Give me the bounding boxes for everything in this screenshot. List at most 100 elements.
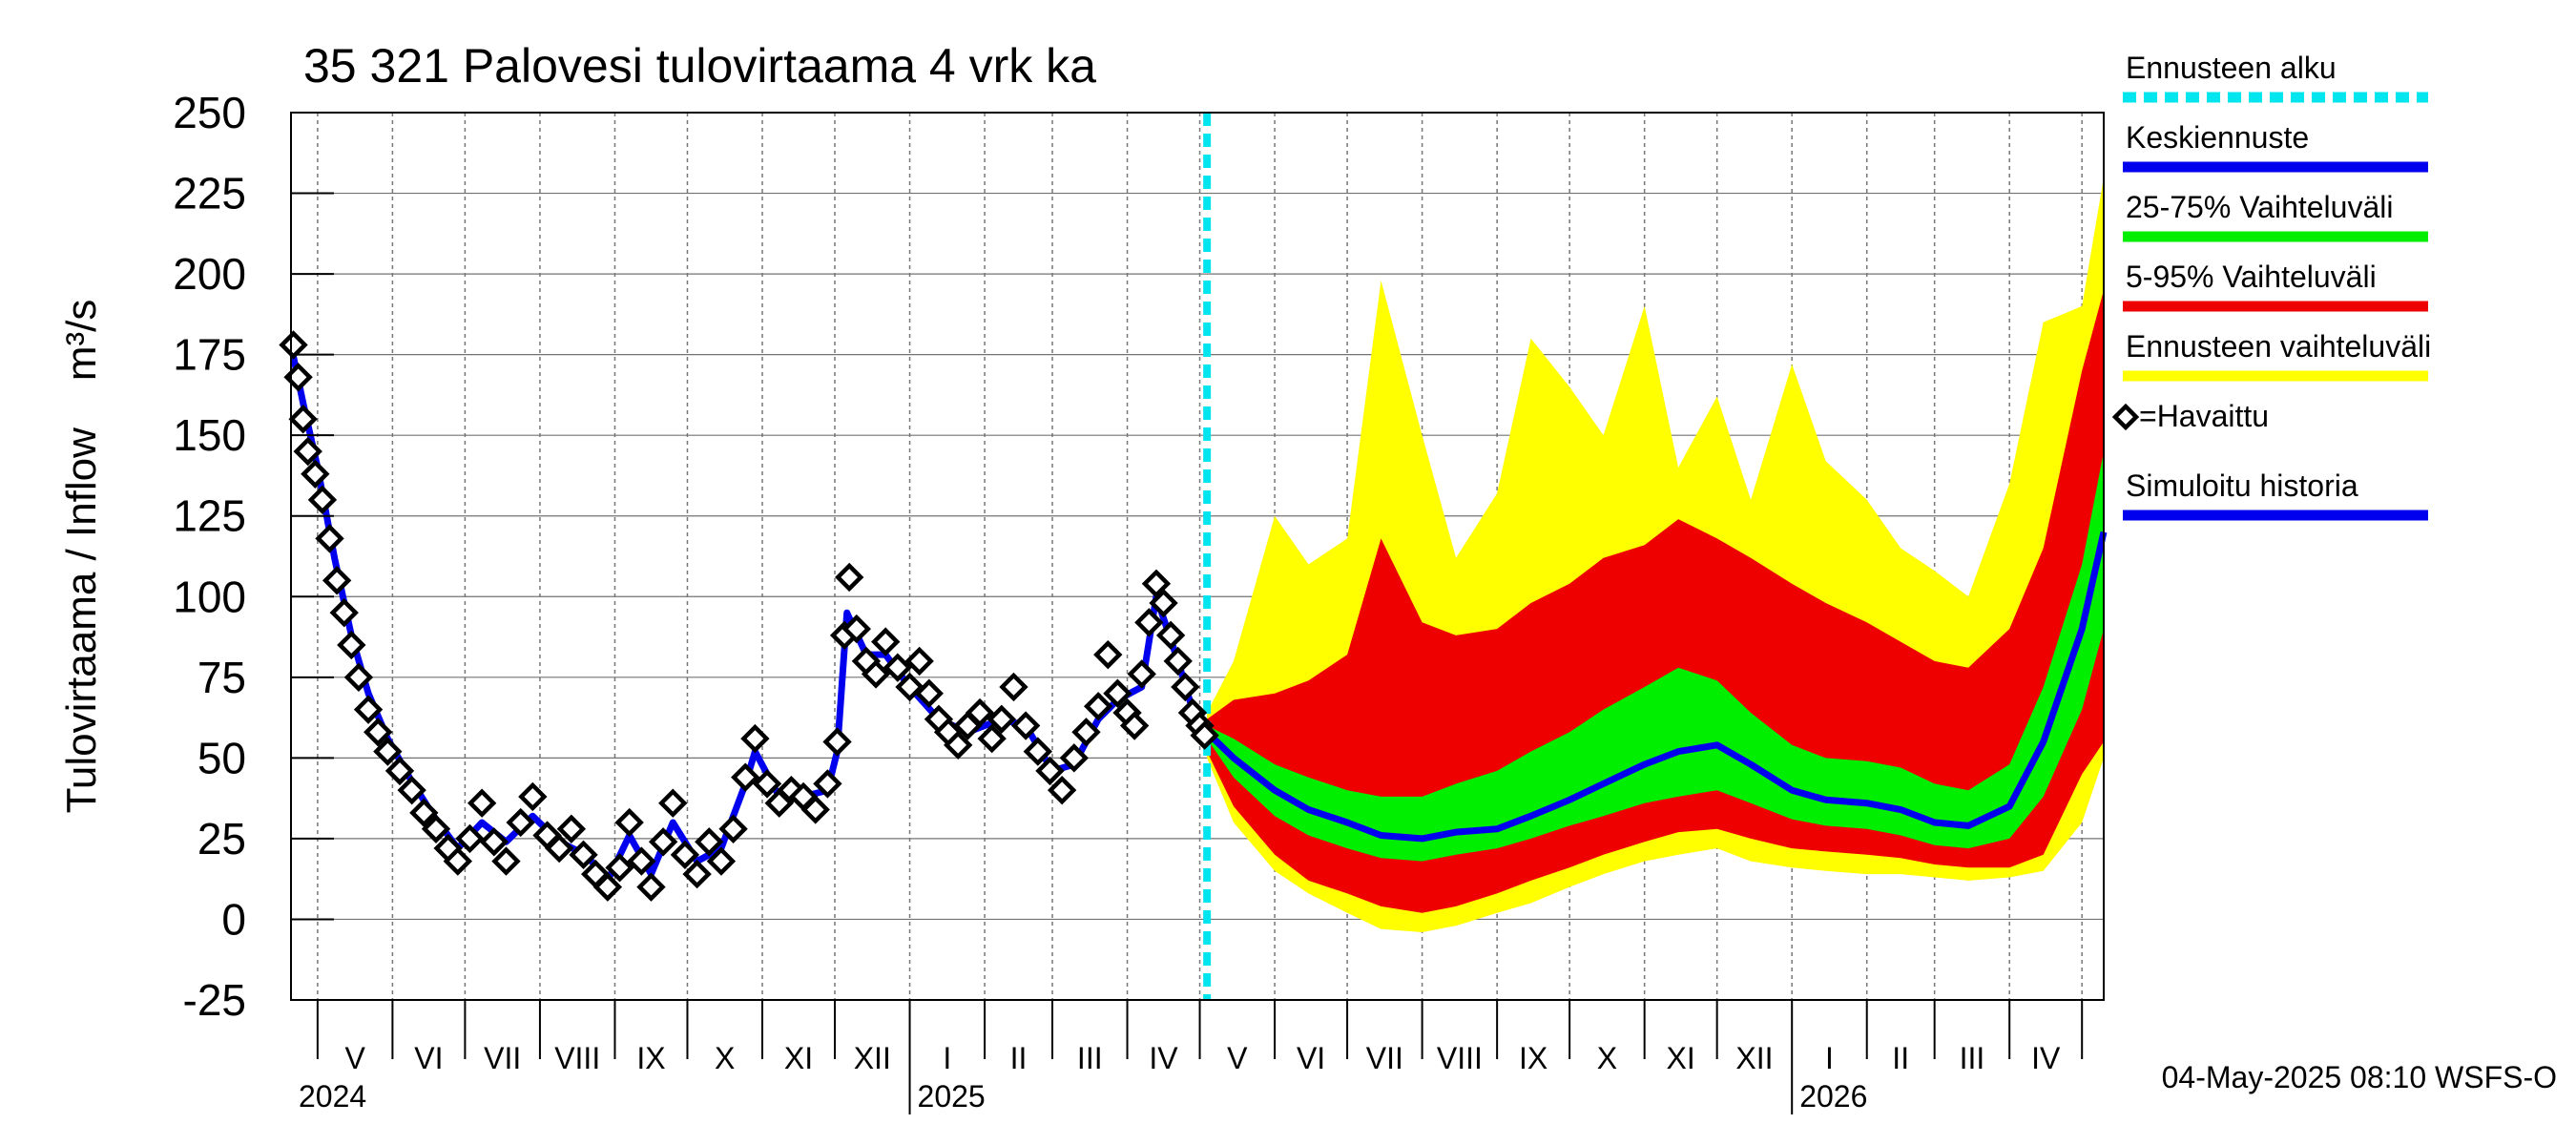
observed-markers [279, 330, 1219, 902]
year-label: 2024 [299, 1079, 366, 1114]
observed-point [731, 762, 760, 792]
observed-point [569, 840, 598, 870]
legend-label: Keskiennuste [2126, 120, 2309, 155]
month-label: I [943, 1041, 951, 1075]
observed-point [670, 840, 700, 870]
observed-point [353, 695, 384, 724]
observed-point [965, 697, 995, 728]
observed-point [871, 627, 901, 656]
observed-point [1035, 756, 1065, 786]
y-tick-label: 100 [173, 572, 246, 621]
month-label: IV [1149, 1041, 1178, 1075]
observed-point [337, 630, 366, 660]
observed-point [861, 659, 891, 689]
observed-point [1141, 569, 1172, 598]
y-tick-label: 225 [173, 169, 246, 219]
observed-point [373, 737, 403, 766]
legend-label: =Havaittu [2139, 399, 2269, 433]
observed-point [987, 704, 1016, 734]
plot-frame [290, 112, 2105, 1001]
y-tick-label: 175 [173, 330, 246, 380]
observed-point [835, 562, 864, 593]
observed-point [718, 814, 748, 843]
observed-point [1083, 692, 1113, 721]
observed-point [1047, 775, 1077, 805]
month-label: XI [784, 1041, 813, 1075]
forecast-bands [1207, 177, 2104, 933]
y-tick-label: 250 [173, 88, 246, 137]
observed-point [841, 614, 871, 644]
observed-point [999, 672, 1028, 702]
observed-point [1071, 718, 1101, 747]
chart-title: 35 321 Palovesi tulovirtaama 4 vrk ka [303, 39, 1096, 93]
observed-point [627, 846, 656, 876]
year-label: 2025 [918, 1079, 986, 1114]
observed-point [813, 769, 842, 799]
y-tick-label: 0 [221, 894, 246, 944]
observed-point [421, 814, 451, 843]
y-tick-label: 25 [197, 814, 246, 864]
month-label: III [1077, 1041, 1103, 1075]
observed-point [648, 827, 678, 857]
y-axis-label: Tulovirtaama / Inflow m³/s [58, 300, 105, 814]
observed-point [322, 566, 352, 595]
legend-label: 5-95% Vaihteluväli [2126, 260, 2377, 294]
month-label: IX [1519, 1041, 1548, 1075]
observed-point [556, 814, 587, 843]
legend-label: Ennusteen vaihteluväli [2126, 329, 2431, 364]
observed-point [740, 723, 770, 754]
observed-point [343, 662, 374, 693]
legend: Ennusteen alku Keskiennuste 25-75% Vaihtel… [2111, 51, 2431, 521]
observed-point [443, 846, 472, 876]
observed-point [293, 436, 322, 467]
observed-point [944, 730, 973, 760]
observed-point [1149, 588, 1178, 618]
month-label: VII [1366, 1041, 1403, 1075]
observed-point [800, 795, 830, 824]
observed-point [1163, 646, 1193, 677]
observed-point [545, 833, 574, 864]
month-label: V [1227, 1041, 1248, 1075]
legend-label: Simuloitu historia [2126, 468, 2358, 503]
observed-point [467, 788, 497, 818]
observed-point [752, 769, 782, 799]
observed-point [315, 524, 344, 553]
month-label: VI [1297, 1041, 1325, 1075]
band-25-75 [1207, 451, 2104, 862]
y-tick-label: 150 [173, 410, 246, 460]
observed-point [329, 597, 359, 628]
x-axis-months: V VI VII VIII IX X XI XII I II III IV V VI VII VIII IX X X… [299, 1000, 2084, 1114]
footer-timestamp: 04-May-2025 08:10 WSFS-O [2162, 1060, 2557, 1094]
observed-point [479, 827, 509, 857]
observed-point [384, 756, 415, 786]
month-label: II [1892, 1041, 1909, 1075]
observed-point [977, 723, 1007, 754]
median-forecast-line [1204, 531, 2108, 843]
month-label: X [715, 1041, 735, 1075]
observed-point [307, 485, 338, 515]
observed-point [883, 653, 913, 682]
month-label: VII [484, 1041, 521, 1075]
month-label: IV [2031, 1041, 2061, 1075]
observed-point [1190, 720, 1219, 750]
month-label: VIII [554, 1041, 600, 1075]
observed-point [1119, 711, 1150, 740]
month-label: IX [636, 1041, 665, 1075]
month-label: VI [414, 1041, 443, 1075]
observed-point [506, 807, 535, 838]
observed-point [1155, 620, 1186, 651]
observed-point [706, 846, 737, 876]
observed-point [1023, 737, 1052, 766]
y-tick-label: -25 [183, 975, 246, 1025]
observed-point [605, 853, 634, 883]
observed-point [1127, 659, 1156, 689]
month-label: V [344, 1041, 365, 1075]
month-label: XI [1667, 1041, 1695, 1075]
observed-point [636, 872, 666, 902]
observed-point [491, 846, 521, 876]
observed-point [1010, 711, 1041, 740]
observed-point [695, 827, 724, 857]
observed-point [1171, 672, 1200, 702]
observed-point [1059, 743, 1089, 773]
